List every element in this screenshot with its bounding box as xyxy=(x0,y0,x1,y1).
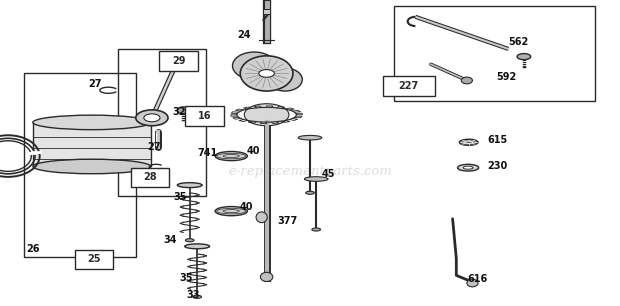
Text: 40: 40 xyxy=(247,147,260,156)
Bar xyxy=(33,122,151,166)
Ellipse shape xyxy=(177,183,202,188)
Ellipse shape xyxy=(215,207,247,216)
Text: 741: 741 xyxy=(197,148,218,158)
Text: 25: 25 xyxy=(87,255,101,264)
Bar xyxy=(159,51,198,71)
Ellipse shape xyxy=(256,212,267,223)
Ellipse shape xyxy=(232,52,276,80)
Text: 28: 28 xyxy=(143,173,157,182)
Text: 227: 227 xyxy=(399,81,419,91)
Text: 32: 32 xyxy=(172,107,186,117)
Ellipse shape xyxy=(260,272,273,282)
Circle shape xyxy=(244,104,289,126)
Text: 24: 24 xyxy=(237,30,251,40)
Ellipse shape xyxy=(215,151,247,161)
Text: 377: 377 xyxy=(278,216,298,226)
Ellipse shape xyxy=(259,70,275,77)
Text: 27: 27 xyxy=(88,79,102,89)
Text: 592: 592 xyxy=(496,72,516,82)
Ellipse shape xyxy=(463,166,473,169)
Bar xyxy=(75,250,113,270)
Text: 27: 27 xyxy=(148,142,161,152)
Ellipse shape xyxy=(458,164,479,171)
Ellipse shape xyxy=(33,115,151,130)
Ellipse shape xyxy=(193,295,202,298)
Ellipse shape xyxy=(241,56,293,91)
Ellipse shape xyxy=(461,77,472,84)
Ellipse shape xyxy=(304,177,328,181)
Text: 33: 33 xyxy=(186,290,200,300)
Ellipse shape xyxy=(165,57,188,69)
Ellipse shape xyxy=(185,244,210,249)
Text: 230: 230 xyxy=(487,161,508,171)
Ellipse shape xyxy=(136,110,168,126)
Ellipse shape xyxy=(298,136,322,140)
Text: 45: 45 xyxy=(321,170,335,179)
Bar xyxy=(24,73,136,257)
Bar xyxy=(118,49,206,196)
Ellipse shape xyxy=(171,60,182,65)
Text: e-replacementparts.com: e-replacementparts.com xyxy=(228,165,392,178)
Ellipse shape xyxy=(33,159,151,174)
Ellipse shape xyxy=(312,228,321,231)
Text: 35: 35 xyxy=(174,192,187,202)
Bar xyxy=(131,168,169,187)
Bar xyxy=(394,6,595,101)
Text: 40: 40 xyxy=(240,202,254,211)
Text: 26: 26 xyxy=(27,244,40,254)
Text: 35: 35 xyxy=(180,273,193,282)
Text: 616: 616 xyxy=(467,274,488,284)
Bar xyxy=(383,76,435,96)
Text: 29: 29 xyxy=(172,56,185,66)
Bar xyxy=(263,9,270,14)
Ellipse shape xyxy=(465,141,472,144)
Bar xyxy=(185,106,224,126)
Ellipse shape xyxy=(144,114,160,122)
Ellipse shape xyxy=(185,239,194,242)
Ellipse shape xyxy=(517,54,531,60)
Ellipse shape xyxy=(306,191,314,194)
Text: 16: 16 xyxy=(198,111,211,121)
Text: 615: 615 xyxy=(487,135,508,145)
Ellipse shape xyxy=(467,279,478,287)
Ellipse shape xyxy=(177,107,188,114)
Text: 562: 562 xyxy=(508,37,529,47)
Ellipse shape xyxy=(268,68,303,91)
Ellipse shape xyxy=(459,139,478,145)
Text: 34: 34 xyxy=(164,235,177,245)
